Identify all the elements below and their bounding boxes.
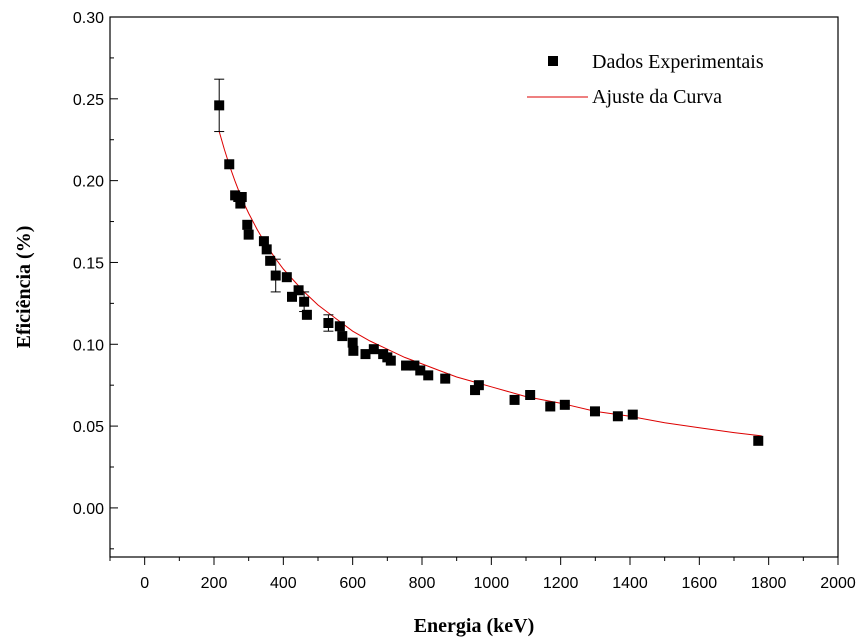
data-point bbox=[261, 244, 272, 255]
x-tick-label: 200 bbox=[201, 575, 228, 592]
data-point bbox=[265, 255, 276, 266]
x-tick-label: 2000 bbox=[820, 575, 856, 592]
data-point bbox=[293, 285, 304, 296]
legend: Dados Experimentais Ajuste da Curva bbox=[527, 51, 764, 108]
data-point bbox=[242, 219, 253, 230]
data-point bbox=[323, 318, 334, 328]
error-bars bbox=[214, 78, 334, 332]
y-tick-label: 0.30 bbox=[73, 10, 104, 27]
x-tick-label: 1600 bbox=[682, 575, 718, 592]
data-point bbox=[348, 345, 359, 356]
x-axis-title: Energia (keV) bbox=[414, 615, 535, 637]
data-point bbox=[360, 349, 371, 360]
x-tick-label: 1200 bbox=[543, 575, 579, 592]
y-tick-label: 0.00 bbox=[73, 501, 104, 518]
data-point bbox=[301, 309, 312, 320]
data-point bbox=[559, 399, 570, 410]
x-tick-label: 800 bbox=[409, 575, 436, 592]
legend-marker-square bbox=[548, 56, 558, 66]
data-point bbox=[214, 100, 225, 111]
data-point bbox=[415, 365, 426, 376]
data-point bbox=[401, 360, 412, 371]
data-point bbox=[627, 409, 638, 420]
data-point bbox=[347, 337, 358, 348]
data-point bbox=[368, 344, 379, 355]
x-tick-label: 600 bbox=[339, 575, 366, 592]
data-point bbox=[334, 321, 345, 332]
data-point bbox=[423, 370, 434, 381]
x-axis-ticks: 0 200 400 600 800 1000 1200 1400 1600 1800 2000 bbox=[109, 557, 856, 592]
data-point bbox=[281, 272, 292, 283]
data-point bbox=[440, 373, 451, 384]
data-point bbox=[545, 401, 556, 412]
plot-frame bbox=[109, 16, 839, 558]
data-point bbox=[287, 291, 297, 302]
fit-curve-line bbox=[218, 131, 762, 437]
data-point bbox=[385, 355, 396, 366]
y-tick-label: 0.25 bbox=[73, 92, 104, 109]
data-point bbox=[236, 192, 247, 202]
x-tick-label: 0 bbox=[140, 575, 149, 592]
y-tick-label: 0.10 bbox=[73, 337, 104, 354]
x-tick-label: 400 bbox=[270, 575, 297, 592]
x-tick-label: 1000 bbox=[474, 575, 510, 592]
data-point bbox=[589, 406, 600, 417]
data-point bbox=[612, 411, 623, 422]
data-point bbox=[243, 229, 254, 240]
x-tick-label: 1400 bbox=[612, 575, 648, 592]
data-point bbox=[473, 380, 484, 391]
data-point bbox=[224, 159, 235, 170]
y-axis-title: Eficiência (%) bbox=[13, 226, 35, 349]
data-point bbox=[337, 331, 348, 342]
data-point bbox=[235, 198, 246, 209]
data-points bbox=[214, 100, 764, 446]
data-point bbox=[509, 394, 520, 405]
data-point bbox=[299, 296, 310, 307]
legend-label-points: Dados Experimentais bbox=[592, 51, 764, 73]
data-point bbox=[258, 236, 269, 247]
legend-label-fit: Ajuste da Curva bbox=[592, 86, 722, 108]
x-tick-label: 1800 bbox=[751, 575, 787, 592]
y-tick-label: 0.15 bbox=[73, 255, 104, 272]
y-axis-ticks: 0.00 0.05 0.10 0.15 0.20 0.25 0.30 bbox=[73, 10, 118, 550]
y-tick-label: 0.05 bbox=[73, 419, 104, 436]
y-tick-label: 0.20 bbox=[73, 174, 104, 191]
data-point bbox=[753, 435, 764, 446]
data-point bbox=[270, 270, 281, 281]
data-point bbox=[409, 360, 420, 371]
data-point bbox=[525, 390, 536, 400]
